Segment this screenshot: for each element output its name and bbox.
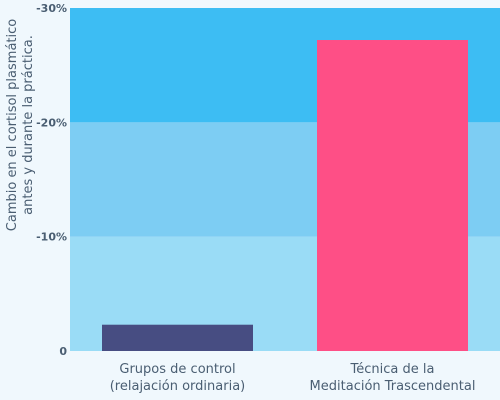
bars [102,40,468,351]
y-tick-labels: 0 -10% -20% -30% [36,2,67,358]
x-category-label-0: Grupos de control (relajación ordinaria) [110,362,246,394]
y-axis-title-line: antes y durante la práctica. [21,35,36,215]
y-tick-label-3: -30% [36,2,67,15]
y-tick-label-2: -20% [36,116,67,129]
x-category-label-line: Meditación Trascendental [310,379,476,394]
y-tick-label-0: 0 [59,345,67,358]
y-axis-title-line: Cambio en el cortisol plasmático [5,19,20,231]
y-axis-title: Cambio en el cortisol plasmáticoantes y … [5,19,36,231]
bar-0 [102,324,253,351]
x-category-labels: Grupos de control (relajación ordinaria) T… [110,362,476,394]
x-category-label-1: Técnica de la Meditación Trascendental [310,362,476,394]
x-category-label-line: Técnica de la [350,362,435,377]
bar-1 [317,40,468,351]
y-tick-label-1: -10% [36,231,67,244]
x-category-label-line: (relajación ordinaria) [110,379,246,394]
x-category-label-line: Grupos de control [119,362,235,377]
